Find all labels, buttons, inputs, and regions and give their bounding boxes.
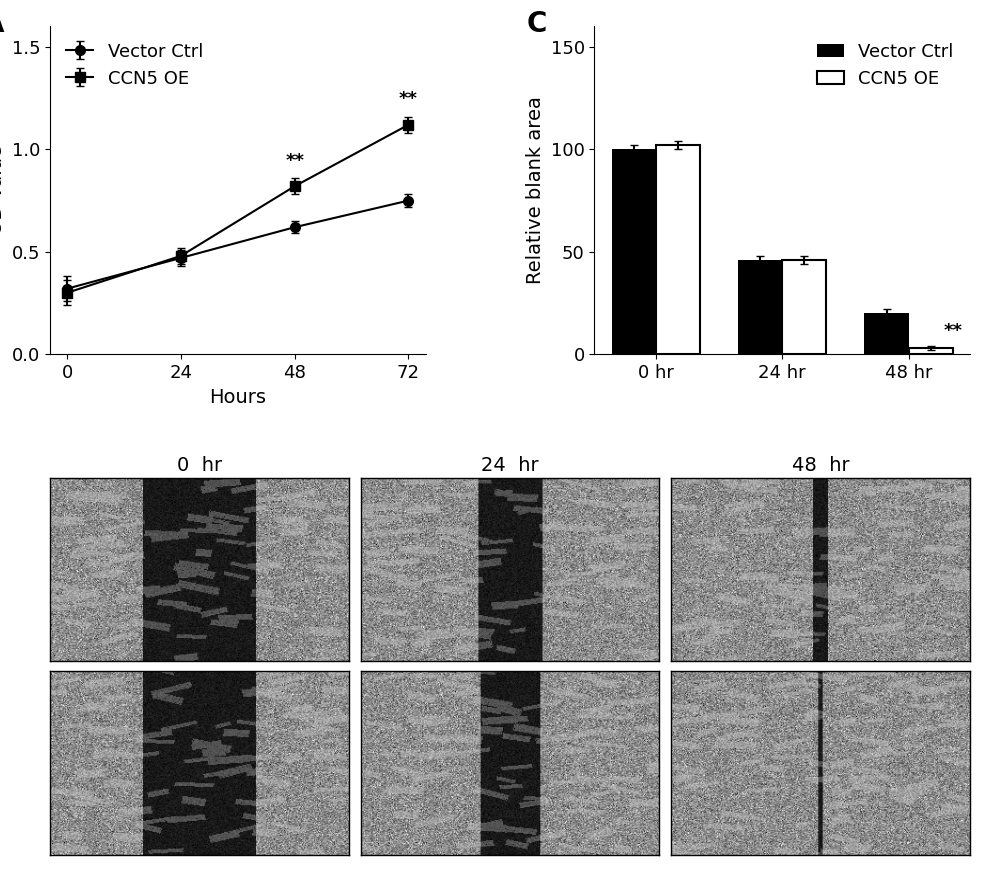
Bar [738, 260, 782, 354]
Bar [909, 348, 953, 354]
Text: A: A [0, 10, 4, 38]
Text: C: C [527, 10, 547, 38]
Text: **: ** [399, 91, 418, 108]
Text: **: ** [285, 152, 304, 170]
X-axis label: Hours: Hours [209, 388, 266, 406]
Legend: Vector Ctrl, CCN5 OE: Vector Ctrl, CCN5 OE [810, 35, 961, 95]
Y-axis label: Relative blank area: Relative blank area [526, 96, 545, 285]
Bar [864, 314, 909, 354]
Legend: Vector Ctrl, CCN5 OE: Vector Ctrl, CCN5 OE [59, 35, 210, 95]
Bar [612, 150, 656, 354]
Text: **: ** [944, 322, 963, 340]
Title: 48  hr: 48 hr [792, 455, 849, 475]
Title: 24  hr: 24 hr [481, 455, 539, 475]
Y-axis label: OD Value: OD Value [0, 145, 6, 235]
Bar [656, 145, 700, 354]
Title: 0  hr: 0 hr [177, 455, 222, 475]
Bar [782, 260, 826, 354]
